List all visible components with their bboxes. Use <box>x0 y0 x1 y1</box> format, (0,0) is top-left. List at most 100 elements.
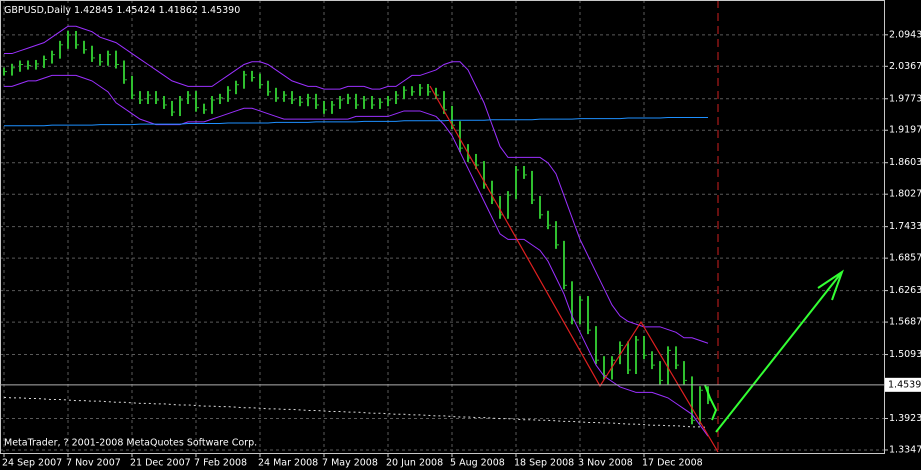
x-tick-label: 24 Sep 2007 <box>2 458 62 469</box>
price-bar <box>179 96 183 117</box>
price-bar <box>651 351 655 370</box>
price-bar <box>547 210 551 230</box>
x-tick-label: 20 Jun 2008 <box>386 458 443 469</box>
price-bar <box>635 335 639 375</box>
price-bar <box>427 83 431 96</box>
forecast-arrow <box>715 271 843 433</box>
x-tick-label: 7 May 2008 <box>322 458 378 469</box>
price-bar <box>595 326 599 365</box>
y-tick-label: 1.91970 <box>889 125 921 136</box>
price-bar <box>371 96 375 109</box>
price-bar <box>539 196 543 219</box>
y-tick-label: 1.68570 <box>889 253 921 264</box>
current-price-box <box>885 377 921 392</box>
price-bar <box>299 96 303 107</box>
price-bar <box>291 91 295 105</box>
price-bar <box>59 40 63 59</box>
y-tick-label: 1.62630 <box>889 285 921 296</box>
price-bar <box>131 75 135 100</box>
price-bar <box>155 91 159 105</box>
price-bar <box>115 50 119 69</box>
price-bar <box>203 103 207 114</box>
price-bar <box>259 73 263 89</box>
price-bar <box>267 80 271 96</box>
x-tick-label: 3 Nov 2008 <box>578 458 633 469</box>
price-bar <box>211 96 215 114</box>
x-tick-label: 18 Sep 2008 <box>514 458 574 469</box>
price-bar <box>171 100 175 117</box>
price-bar <box>531 170 535 205</box>
price-bar <box>459 121 463 153</box>
price-bar <box>219 93 223 105</box>
price-bar <box>363 96 367 109</box>
price-bar <box>75 30 79 49</box>
indicator-line <box>4 117 708 127</box>
price-bar <box>91 45 95 62</box>
price-bar <box>355 93 359 109</box>
price-bar <box>163 96 167 109</box>
price-bar <box>523 165 527 179</box>
zigzag <box>429 85 719 453</box>
y-tick-label: 2.09430 <box>889 29 921 40</box>
symbol: GBPUSD,Daily <box>4 5 71 16</box>
y-tick-label: 1.80270 <box>889 189 921 200</box>
price-bar <box>275 87 279 102</box>
price-bar <box>227 86 231 102</box>
price-bar <box>107 50 111 66</box>
x-tick-label: 24 Mar 2008 <box>258 458 318 469</box>
price-bar <box>123 60 127 84</box>
price-bar <box>307 93 311 107</box>
price-bar <box>643 335 647 360</box>
price-bar <box>243 70 247 89</box>
price-bar <box>139 91 143 105</box>
price-bar <box>235 80 239 95</box>
copyright: MetaTrader, ? 2001-2008 MetaQuotes Softw… <box>4 438 257 449</box>
price-bar <box>563 240 567 290</box>
open: 1.42845 <box>74 5 113 16</box>
x-tick-label: 5 Aug 2008 <box>450 458 505 469</box>
price-bar <box>411 86 415 96</box>
x-tick-label: 21 Dec 2007 <box>130 458 191 469</box>
price-bar <box>187 91 191 105</box>
price-bar <box>579 296 583 325</box>
price-bar <box>99 53 103 66</box>
price-bar <box>507 191 511 219</box>
price-bar <box>347 93 351 105</box>
price-bar <box>19 60 23 72</box>
price-bar <box>395 91 399 105</box>
price-bar <box>403 86 407 100</box>
price-bar <box>67 30 71 49</box>
price-bar <box>627 341 631 375</box>
price-bar <box>683 361 687 385</box>
price-bar <box>195 91 199 112</box>
price-bar <box>11 63 15 76</box>
price-bar <box>619 341 623 365</box>
y-tick-label: 1.39230 <box>889 413 921 424</box>
price-bar <box>251 70 255 82</box>
indicator-line <box>4 25 709 344</box>
price-bar <box>587 296 591 335</box>
close: 1.45390 <box>201 5 240 16</box>
price-bar <box>675 346 679 370</box>
price-bar <box>43 55 47 68</box>
indicator-line <box>4 74 709 437</box>
price-bar <box>419 83 423 96</box>
price-bar <box>699 386 703 425</box>
price-bar <box>323 100 327 114</box>
price-bar <box>51 50 55 64</box>
y-tick-label: 1.74330 <box>889 221 921 232</box>
price-bar <box>339 96 343 109</box>
price-bar <box>331 100 335 114</box>
x-tick-label: 7 Nov 2007 <box>66 458 121 469</box>
y-tick-label: 1.56870 <box>889 317 921 328</box>
y-tick-label: 1.50930 <box>889 349 921 360</box>
price-bar <box>379 98 383 109</box>
y-tick-label: 2.03670 <box>889 61 921 72</box>
price-bar <box>555 221 559 249</box>
price-bar <box>283 91 287 102</box>
price-bar <box>659 361 663 385</box>
price-bar <box>515 165 519 200</box>
price-bar <box>27 60 31 70</box>
